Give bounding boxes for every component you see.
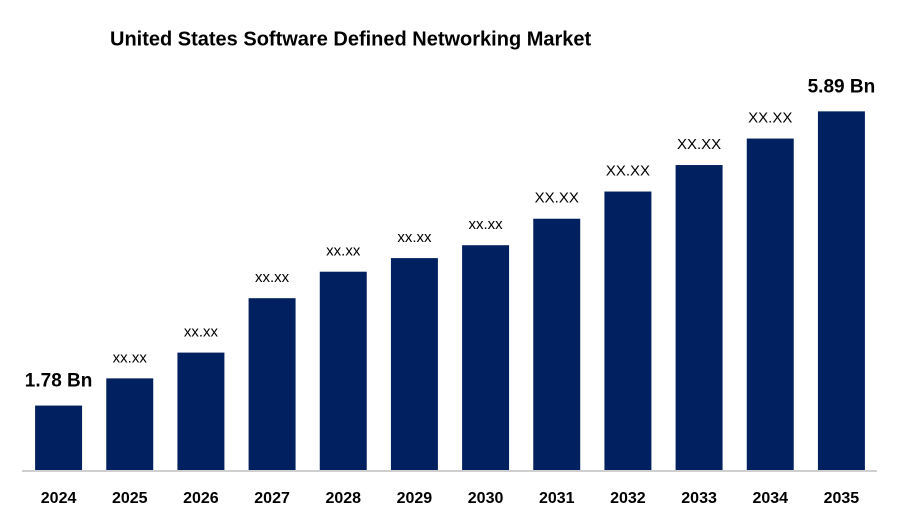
data-label: xx.xx bbox=[184, 324, 219, 341]
x-tick-label: 2025 bbox=[112, 490, 148, 507]
bar bbox=[106, 378, 154, 470]
x-tick-label: 2031 bbox=[539, 490, 575, 507]
x-tick-label: 2030 bbox=[468, 490, 504, 507]
chart-title: United States Software Defined Networkin… bbox=[110, 28, 592, 50]
data-label: XX.XX bbox=[606, 162, 650, 179]
x-tick-label: 2028 bbox=[325, 490, 361, 507]
bar bbox=[390, 258, 438, 470]
bar bbox=[35, 405, 83, 470]
data-label: xx.xx bbox=[326, 243, 361, 260]
data-label: XX.XX bbox=[748, 110, 792, 127]
data-label: xx.xx bbox=[397, 229, 432, 246]
bar bbox=[817, 111, 865, 470]
x-tick-label: 2033 bbox=[681, 490, 717, 507]
data-label: xx.xx bbox=[255, 269, 290, 286]
x-tick-label: 2035 bbox=[824, 490, 860, 507]
x-tick-label: 2027 bbox=[254, 490, 290, 507]
data-label: 1.78 Bn bbox=[25, 371, 93, 392]
x-tick-label: 2032 bbox=[610, 490, 646, 507]
x-tick-label: 2026 bbox=[183, 490, 219, 507]
bar bbox=[248, 298, 296, 470]
bar bbox=[604, 191, 652, 470]
data-label: xx.xx bbox=[113, 349, 148, 366]
bar bbox=[533, 218, 581, 470]
data-label: xx.xx bbox=[468, 216, 503, 233]
data-label: 5.89 Bn bbox=[808, 76, 876, 97]
data-label: XX.XX bbox=[677, 136, 721, 153]
bar bbox=[177, 352, 225, 470]
bar bbox=[462, 245, 510, 470]
x-tick-label: 2034 bbox=[752, 490, 788, 507]
bar bbox=[675, 165, 723, 470]
data-label: XX.XX bbox=[535, 190, 579, 207]
x-tick-label: 2024 bbox=[41, 490, 77, 507]
bar bbox=[746, 138, 794, 470]
x-tick-label: 2029 bbox=[397, 490, 433, 507]
bar bbox=[319, 271, 367, 470]
